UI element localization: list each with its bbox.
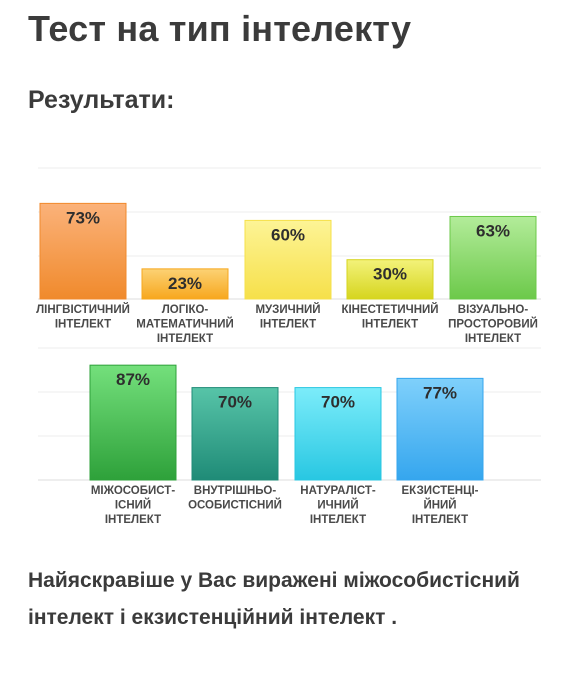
bottom-category-label-1: ОСОБИСТІСНИЙ <box>188 499 282 512</box>
bottom-category-label-3: ЙНИЙ <box>423 499 456 512</box>
top-category-label-1: ЛОГІКО- <box>162 304 209 316</box>
top-bar-1 <box>141 268 229 300</box>
bottom-category-label-1: ВНУТРІШНЬО- <box>194 485 277 497</box>
top-bar-3 <box>346 259 434 300</box>
top-category-label-4: ВІЗУАЛЬНО- <box>458 304 529 316</box>
bottom-value-label-0: 87% <box>116 370 150 389</box>
bottom-bar-3 <box>396 377 484 481</box>
page-title: Тест на тип інтелекту <box>28 8 412 49</box>
bottom-category-label-2: ІНТЕЛЕКТ <box>310 514 366 526</box>
bottom-bar-1 <box>191 387 279 481</box>
chart-bottom: 87% МІЖОСОБИСТ- ІСНИЙ ІНТЕЛЕКТ 70% ВНУТРІШНЬО… <box>38 347 541 526</box>
results-heading: Результати: <box>28 86 175 114</box>
top-value-label-1: 23% <box>168 274 202 293</box>
top-value-label-4: 63% <box>476 221 510 240</box>
chart-top: 73% ЛІНГВІСТИЧНИЙ ІНТЕЛЕКТ 23% ЛОГІКО- МАТЕМА… <box>36 167 541 345</box>
bottom-bar-2 <box>294 387 382 481</box>
top-category-label-4: ІНТЕЛЕКТ <box>465 333 521 345</box>
top-category-label-3: ІНТЕЛЕКТ <box>362 319 418 331</box>
top-category-label-1: ІНТЕЛЕКТ <box>157 333 213 345</box>
bottom-category-label-2: ИЧНИЙ <box>317 499 358 512</box>
bottom-category-label-3: ЕКЗИСТЕНЦІ- <box>401 485 478 497</box>
top-bar-4 <box>449 215 537 300</box>
results-charts: 73% ЛІНГВІСТИЧНИЙ ІНТЕЛЕКТ 23% ЛОГІКО- МАТЕМА… <box>36 167 541 526</box>
top-value-label-0: 73% <box>66 208 100 227</box>
top-category-label-0: ІНТЕЛЕКТ <box>55 319 111 331</box>
top-category-label-2: ІНТЕЛЕКТ <box>260 319 316 331</box>
top-value-label-2: 60% <box>271 225 305 244</box>
top-category-label-2: МУЗИЧНИЙ <box>255 303 320 316</box>
top-value-label-3: 30% <box>373 265 407 284</box>
top-category-label-1: МАТЕМАТИЧНИЙ <box>136 318 234 331</box>
bottom-category-label-0: МІЖОСОБИСТ- <box>91 485 176 497</box>
top-category-label-4: ПРОСТОРОВИЙ <box>448 318 538 331</box>
bottom-category-label-0: ІСНИЙ <box>115 499 151 512</box>
top-category-label-0: ЛІНГВІСТИЧНИЙ <box>36 303 130 316</box>
top-bar-0 <box>39 202 127 300</box>
bottom-value-label-3: 77% <box>423 383 457 402</box>
bottom-category-label-3: ІНТЕЛЕКТ <box>412 514 468 526</box>
bottom-value-label-1: 70% <box>218 393 252 412</box>
bottom-value-label-2: 70% <box>321 393 355 412</box>
summary-text: Найяскравіше у Вас виражені міжособистіс… <box>28 569 520 629</box>
top-category-label-3: КІНЕСТЕТИЧНИЙ <box>341 303 438 316</box>
bottom-category-label-2: НАТУРАЛІСТ- <box>300 485 376 497</box>
bottom-bar-0 <box>89 364 177 481</box>
top-bar-2 <box>244 219 332 300</box>
bottom-category-label-0: ІНТЕЛЕКТ <box>105 514 161 526</box>
